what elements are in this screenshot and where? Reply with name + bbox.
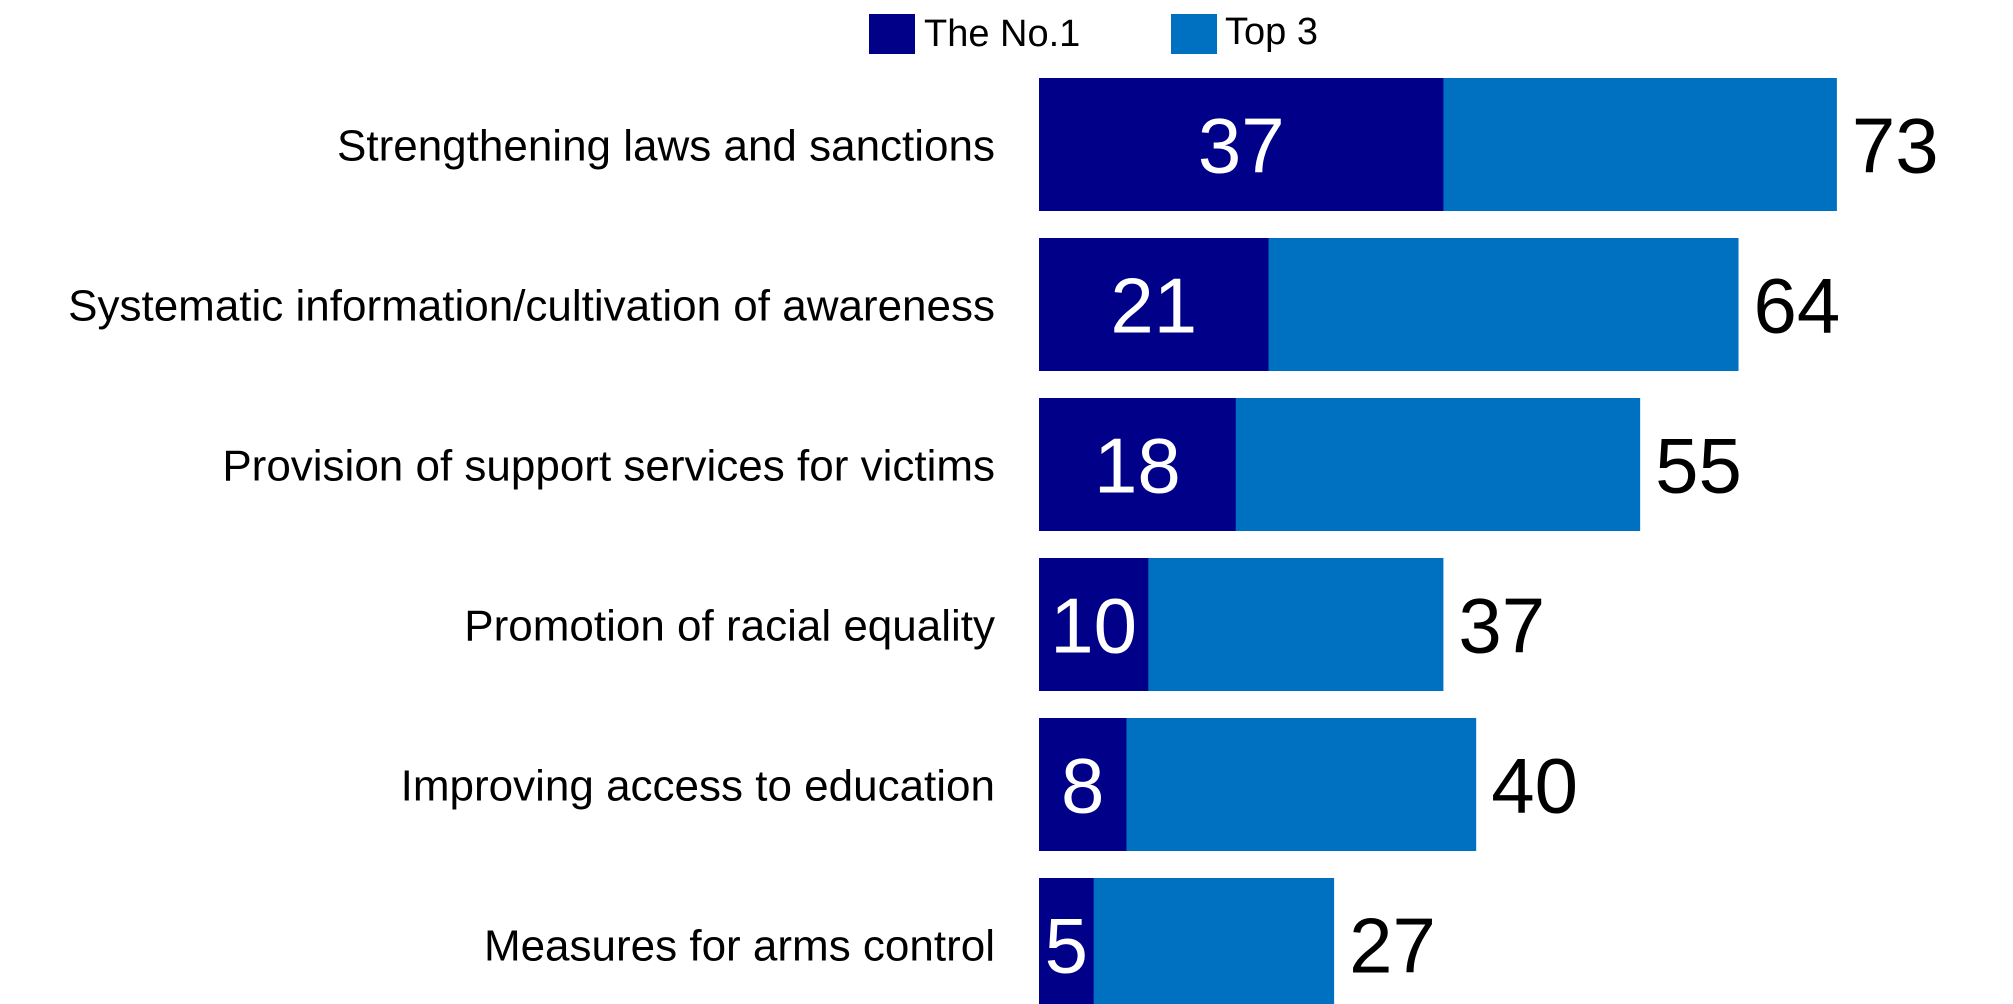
legend-swatch-top3 <box>1171 14 1217 54</box>
value-label-top3: 37 <box>1458 582 1545 670</box>
category-label: Strengthening laws and sanctions <box>337 122 995 171</box>
category-label: Provision of support services for victim… <box>222 442 995 491</box>
bar-no1 <box>1039 878 1094 1004</box>
legend-label-no1: The No.1 <box>924 13 1080 55</box>
value-label-no1: 21 <box>1110 262 1197 350</box>
category-label: Promotion of racial equality <box>464 602 995 651</box>
value-label-no1: 8 <box>1061 742 1104 830</box>
value-label-no1: 37 <box>1198 102 1285 190</box>
bars-group: Strengthening laws and sanctions 37 73 Syst… <box>68 78 1939 1004</box>
value-label-top3: 27 <box>1349 902 1436 990</box>
value-label-no1: 18 <box>1094 422 1181 510</box>
value-label-no1: 5 <box>1045 902 1088 990</box>
category-label: Systematic information/cultivation of aw… <box>68 282 995 331</box>
bar-no1 <box>1039 78 1444 211</box>
value-label-top3: 55 <box>1655 422 1742 510</box>
value-label-top3: 73 <box>1852 102 1939 190</box>
value-label-top3: 40 <box>1491 742 1578 830</box>
bar-no1 <box>1039 558 1149 691</box>
bar-no1 <box>1039 398 1236 531</box>
legend: The No.1 Top 3 <box>869 11 1318 55</box>
category-label: Improving access to education <box>401 762 995 811</box>
bar-no1 <box>1039 718 1127 851</box>
legend-label-top3: Top 3 <box>1225 11 1318 53</box>
value-label-top3: 64 <box>1754 262 1841 350</box>
legend-swatch-no1 <box>869 14 915 54</box>
category-label: Measures for arms control <box>484 922 995 971</box>
bar-no1 <box>1039 238 1269 371</box>
value-label-no1: 10 <box>1050 582 1137 670</box>
